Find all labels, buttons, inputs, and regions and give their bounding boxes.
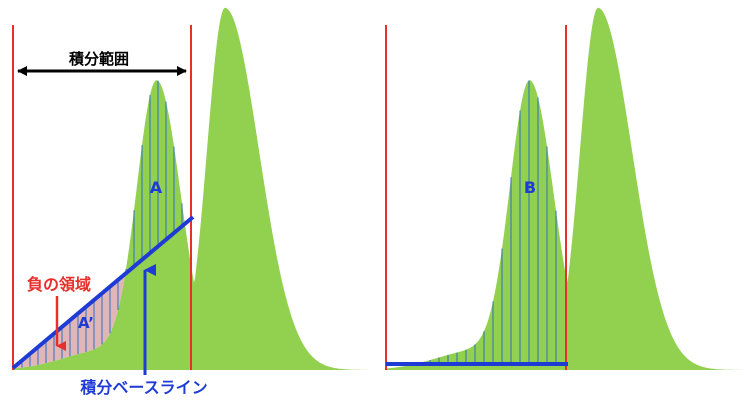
left-peaks-shape <box>13 7 373 371</box>
area-b-label: B <box>524 178 536 197</box>
area-a-hatch <box>125 80 183 274</box>
integration-baseline-left <box>11 215 195 370</box>
area-a-label: A <box>150 178 163 197</box>
negative-region-label: 負の領域 <box>27 275 91 294</box>
left-panel: 積分範囲 A A’ 負の領域 積分ベースライン <box>11 7 373 397</box>
right-panel: B <box>385 7 746 371</box>
integration-range-label: 積分範囲 <box>68 50 129 68</box>
area-a-prime-label: A’ <box>78 314 94 332</box>
integration-baseline-label: 積分ベースライン <box>79 378 207 397</box>
area-b-hatch <box>420 80 557 364</box>
negative-region-hatch <box>21 279 119 368</box>
